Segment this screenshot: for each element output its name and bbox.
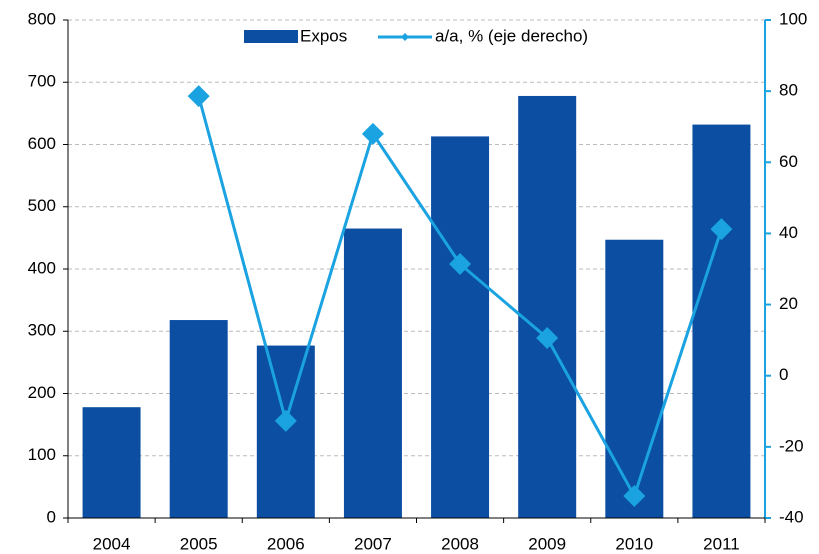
legend-swatch	[401, 33, 409, 41]
x-tick-label: 2008	[441, 534, 479, 553]
marker	[536, 327, 559, 350]
y-tick-label: 600	[28, 134, 56, 153]
bar	[692, 124, 751, 518]
bar	[518, 95, 577, 518]
y2-tick-label: 20	[779, 294, 798, 313]
legend-label: Expos	[300, 26, 347, 45]
bar	[605, 239, 664, 518]
x-tick-label: 2006	[267, 534, 305, 553]
marker	[361, 122, 384, 145]
y-tick-label: 100	[28, 445, 56, 464]
y2-tick-label: 60	[779, 152, 798, 171]
x-tick-label: 2004	[93, 534, 131, 553]
x-tick-label: 2005	[180, 534, 218, 553]
bar	[169, 320, 228, 518]
x-tick-label: 2009	[528, 534, 566, 553]
x-tick-label: 2011	[703, 534, 740, 553]
y2-tick-label: 100	[779, 9, 807, 28]
y2-tick-label: 80	[779, 81, 798, 100]
legend-swatch	[244, 30, 298, 43]
marker	[449, 253, 472, 276]
marker	[274, 409, 297, 432]
y-tick-label: 700	[28, 72, 56, 91]
y2-tick-label: -20	[779, 436, 804, 455]
y-tick-label: 800	[28, 9, 56, 28]
marker	[710, 218, 733, 241]
marker	[623, 484, 646, 507]
x-tick-label: 2010	[615, 534, 653, 553]
y-tick-label: 300	[28, 321, 56, 340]
bar	[431, 136, 490, 518]
y-tick-label: 0	[47, 507, 56, 526]
y2-tick-label: 40	[779, 223, 798, 242]
y-tick-label: 400	[28, 258, 56, 277]
marker	[187, 85, 210, 108]
x-tick-label: 2007	[354, 534, 392, 553]
y2-tick-label: 0	[779, 365, 788, 384]
y-tick-label: 200	[28, 383, 56, 402]
bar	[82, 407, 141, 518]
y-tick-label: 500	[28, 196, 56, 215]
bar	[343, 228, 402, 518]
legend-label: a/a, % (eje derecho)	[435, 26, 588, 45]
y2-tick-label: -40	[779, 507, 804, 526]
